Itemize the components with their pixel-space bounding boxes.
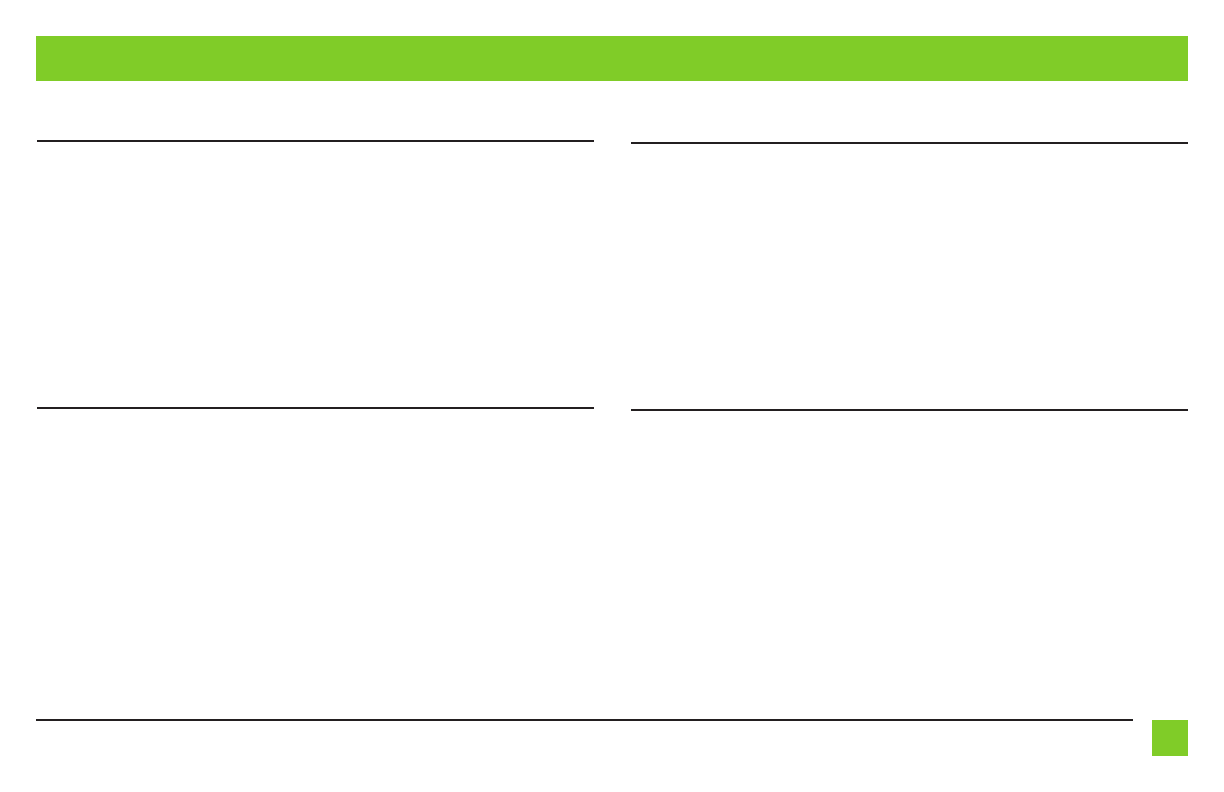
- section-divider-bottom-left: [37, 407, 594, 409]
- section-divider-bottom-right: [631, 409, 1188, 411]
- section-divider-top-left: [37, 140, 594, 142]
- section-divider-top-right: [631, 142, 1188, 144]
- footer-divider: [36, 719, 1133, 721]
- page-number-badge: [1152, 720, 1188, 756]
- header-banner: [36, 36, 1188, 81]
